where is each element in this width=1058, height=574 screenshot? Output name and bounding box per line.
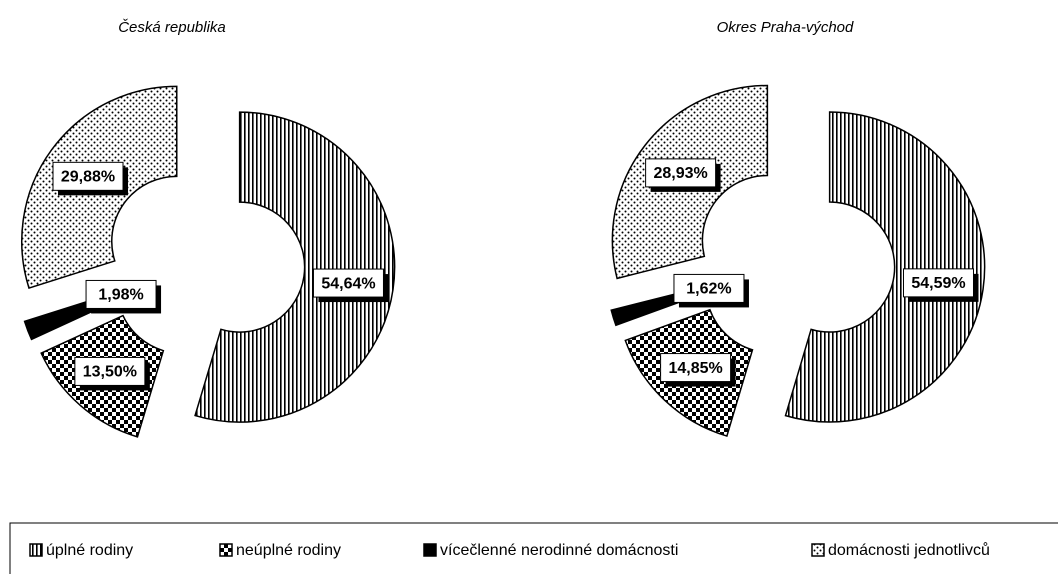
label-box [74,356,146,386]
data-label: 54,59% [911,275,965,292]
data-label: 1,62% [686,281,731,298]
label-box [85,279,157,309]
legend-label: úplné rodiny [46,542,133,559]
legend-label: domácnosti jednotlivců [828,541,990,559]
label-box [645,158,717,188]
label-box [902,268,974,298]
data-label: 54,64% [321,275,375,292]
chart-title: Česká republika [118,19,226,36]
legend-swatch [423,543,437,557]
label-box [673,273,745,303]
legend-swatch [29,543,43,557]
data-label: 28,93% [653,165,707,182]
data-label: 29,88% [61,169,115,186]
donut-segment [784,111,986,423]
legend-label: neúplné rodiny [236,542,341,559]
label-box [312,268,384,298]
data-label: 13,50% [83,364,137,381]
data-label: 14,85% [668,360,722,377]
label-box [660,353,732,383]
legend-swatch [219,543,233,557]
data-label: 1,98% [98,287,143,304]
legend-box [9,522,1058,574]
legend-label: vícečlenné nerodinné domácnosti [440,542,678,559]
chart-title: Okres Praha-východ [717,19,854,36]
label-box [52,161,124,191]
legend-swatch [811,543,825,557]
donut-segment [194,111,396,423]
